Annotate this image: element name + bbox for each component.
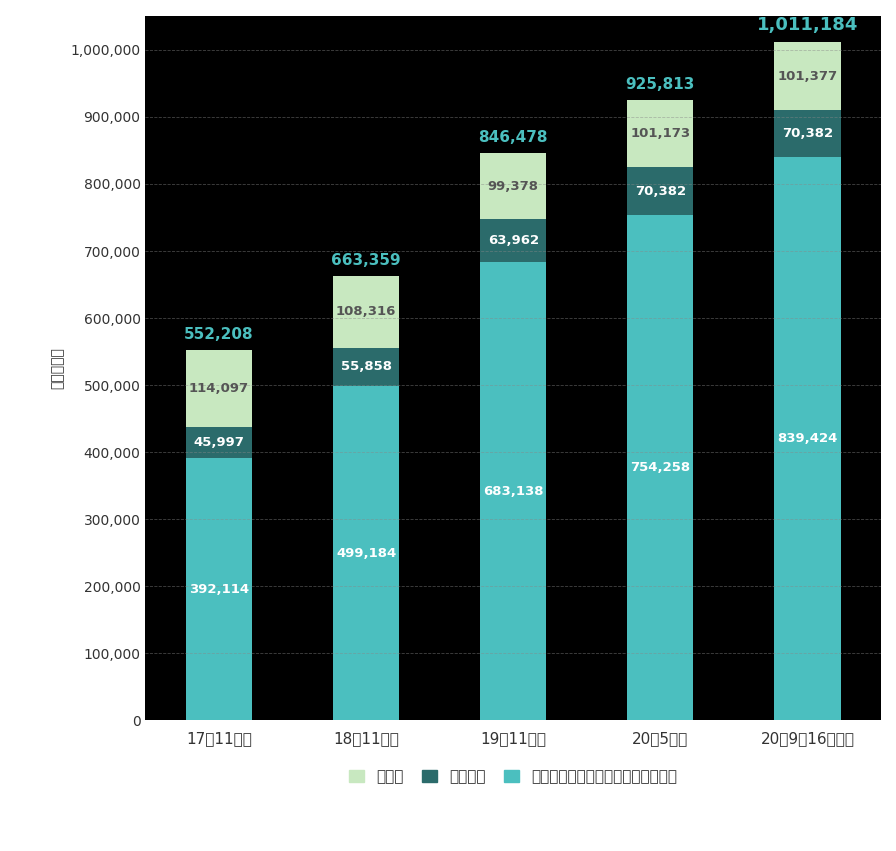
Text: 754,258: 754,258 [630, 461, 691, 474]
Bar [480, 220, 547, 262]
Text: 99,378: 99,378 [487, 180, 538, 192]
Bar [480, 262, 547, 721]
Text: 70,382: 70,382 [634, 185, 685, 197]
Text: 70,382: 70,382 [782, 128, 833, 140]
Text: 101,377: 101,377 [778, 70, 838, 83]
Text: 552,208: 552,208 [185, 327, 254, 342]
Text: 114,097: 114,097 [189, 382, 249, 395]
Bar [185, 350, 252, 426]
Y-axis label: （百万円）: （百万円） [51, 347, 65, 389]
Bar [185, 458, 252, 721]
Bar [774, 43, 840, 111]
Text: 683,138: 683,138 [483, 485, 544, 498]
Text: 101,173: 101,173 [630, 127, 691, 140]
Bar [185, 426, 252, 458]
Bar [480, 153, 547, 220]
Text: 45,997: 45,997 [194, 436, 245, 448]
Bar [774, 157, 840, 721]
Text: 839,424: 839,424 [777, 432, 838, 445]
Text: 108,316: 108,316 [336, 306, 396, 318]
Bar [333, 276, 400, 348]
Text: 846,478: 846,478 [478, 129, 548, 145]
Bar [627, 168, 694, 214]
Text: 925,813: 925,813 [625, 77, 695, 92]
Text: 63,962: 63,962 [487, 234, 538, 248]
Legend: ＣＲＥ, Ｊリート, 私募ファンドアセットマネジメント: ＣＲＥ, Ｊリート, 私募ファンドアセットマネジメント [342, 763, 684, 791]
Bar [627, 100, 694, 168]
Text: 392,114: 392,114 [189, 582, 249, 596]
Text: 1,011,184: 1,011,184 [757, 16, 858, 34]
Text: 663,359: 663,359 [332, 253, 401, 267]
Text: 55,858: 55,858 [340, 361, 392, 374]
Bar [333, 348, 400, 386]
Bar [627, 214, 694, 721]
Bar [333, 386, 400, 721]
Bar [774, 111, 840, 157]
Text: 499,184: 499,184 [336, 546, 396, 560]
